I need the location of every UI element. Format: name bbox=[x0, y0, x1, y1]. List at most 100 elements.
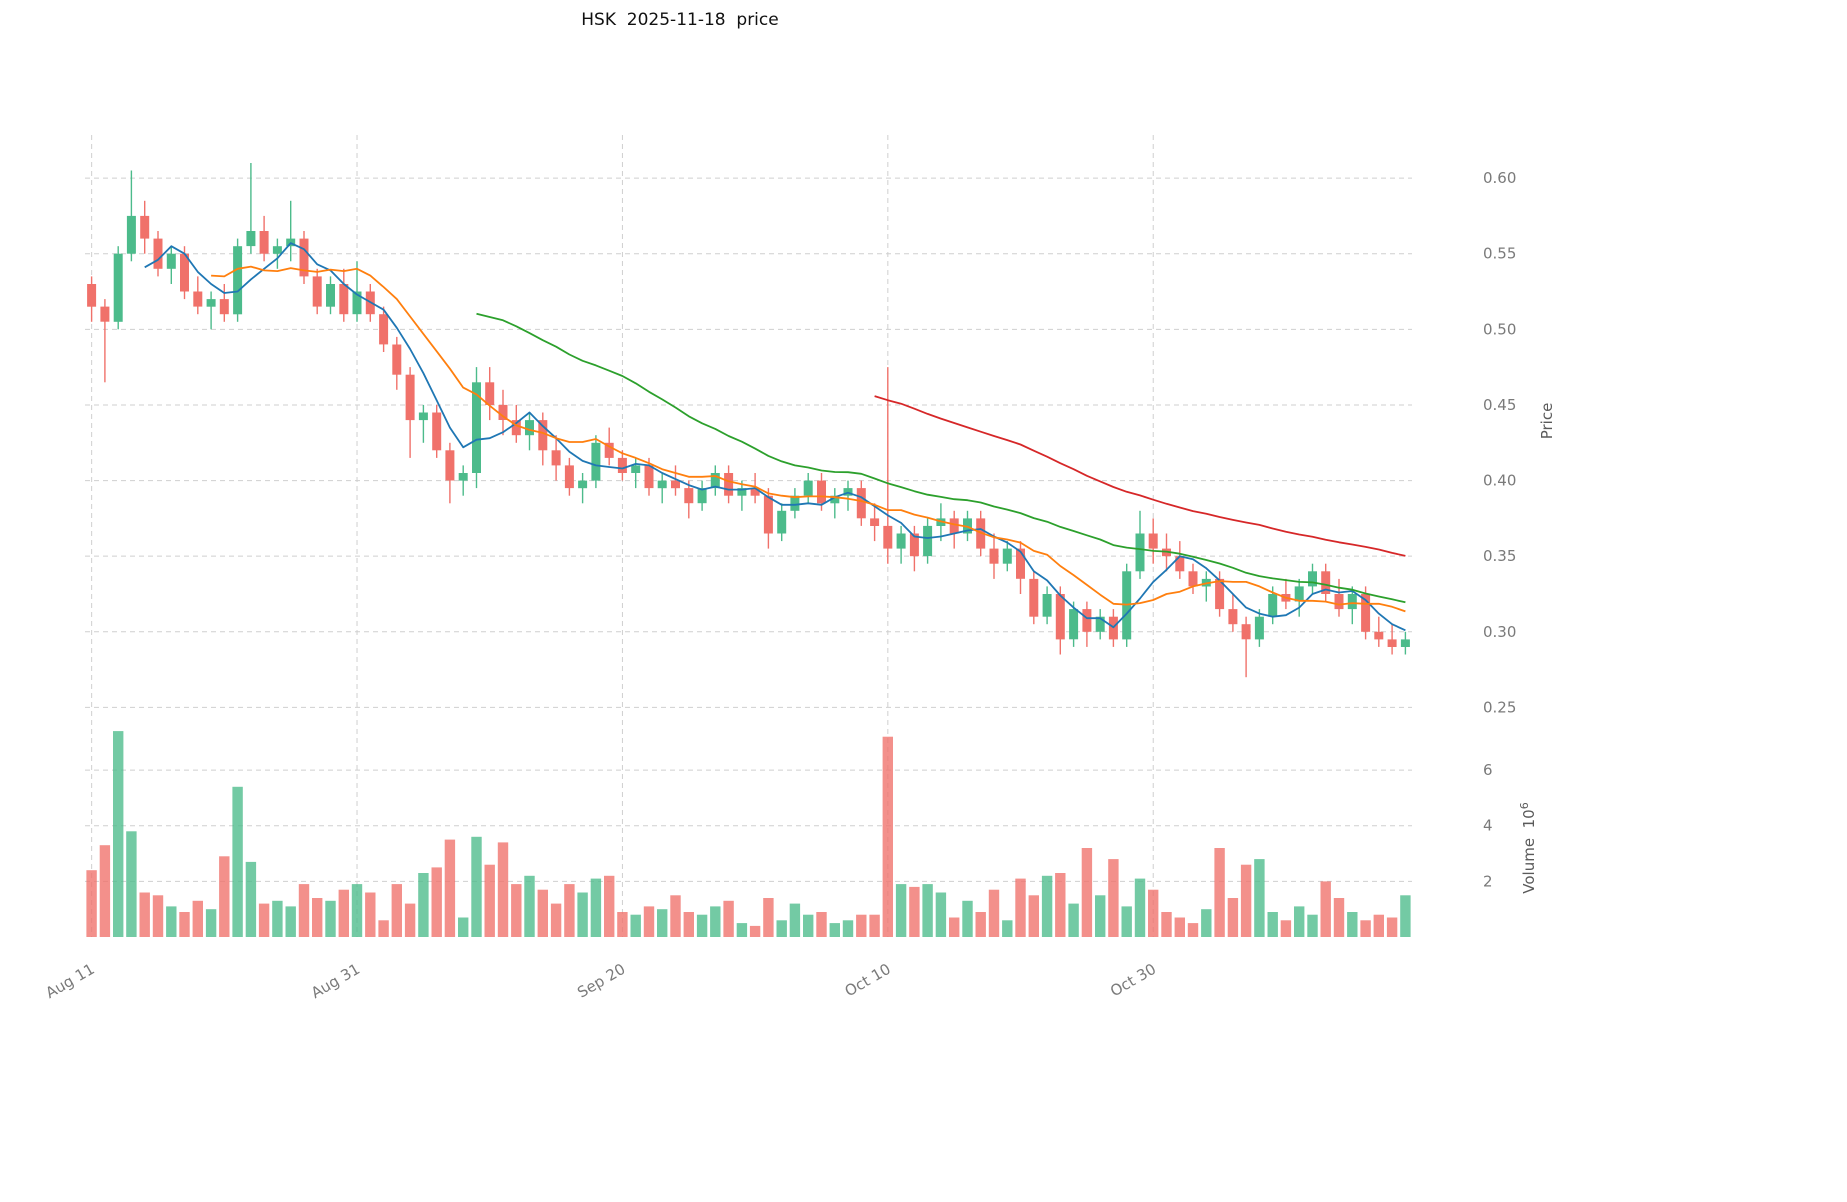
volume-bar bbox=[86, 870, 97, 937]
x-tick-label: Oct 10 bbox=[842, 960, 894, 1000]
volume-bar bbox=[895, 884, 907, 937]
volume-bar bbox=[1360, 920, 1371, 937]
candle-body bbox=[246, 231, 256, 247]
candle-body bbox=[1002, 548, 1012, 564]
candle-body bbox=[631, 465, 641, 473]
volume-bar bbox=[219, 856, 230, 937]
candle-body bbox=[511, 420, 521, 436]
candle-body bbox=[339, 284, 349, 315]
candle-body bbox=[193, 291, 203, 307]
candle-body bbox=[126, 215, 136, 254]
volume-bar bbox=[325, 900, 336, 937]
price-tick-label: 0.60 bbox=[1483, 169, 1516, 187]
candle-body bbox=[790, 495, 800, 511]
candle-body bbox=[604, 442, 614, 458]
volume-tick-label: 2 bbox=[1483, 872, 1493, 890]
volume-bar bbox=[1002, 920, 1013, 937]
candle-body bbox=[737, 488, 747, 496]
ma-line-10 bbox=[211, 265, 1406, 613]
chart-title: HSK 2025-11-18 price bbox=[581, 10, 779, 30]
volume-bar bbox=[166, 906, 177, 937]
volume-bar bbox=[630, 914, 641, 937]
candle-body bbox=[724, 473, 734, 496]
candle-body bbox=[472, 382, 481, 473]
volume-bar bbox=[444, 839, 456, 937]
volume-bar bbox=[1254, 859, 1265, 937]
candles bbox=[87, 163, 1410, 678]
price-tick-label: 0.25 bbox=[1483, 698, 1516, 716]
price-tick-label: 0.50 bbox=[1483, 320, 1516, 338]
volume-bar bbox=[365, 892, 376, 937]
volume-bar bbox=[99, 845, 111, 937]
volume-bar bbox=[1148, 889, 1159, 937]
volume-bar bbox=[484, 864, 495, 937]
candle-body bbox=[1016, 548, 1025, 579]
volume-bar bbox=[1015, 878, 1026, 937]
candle-body bbox=[418, 412, 428, 421]
volume-bar bbox=[285, 906, 296, 937]
candle-body bbox=[1082, 609, 1092, 632]
volume-bar bbox=[1187, 923, 1199, 937]
volume-bar bbox=[1174, 917, 1185, 937]
volume-bar bbox=[657, 909, 668, 937]
volume-bar bbox=[1201, 909, 1212, 937]
candle-body bbox=[1228, 609, 1238, 625]
volume-bar bbox=[1267, 912, 1278, 937]
candle-body bbox=[326, 284, 335, 307]
volume-bar bbox=[922, 884, 933, 937]
candle-body bbox=[219, 299, 229, 315]
candle-body bbox=[166, 253, 176, 269]
ma-line-30 bbox=[476, 312, 1406, 604]
candle-body bbox=[1095, 616, 1105, 632]
candle-body bbox=[671, 480, 680, 489]
volume-bar bbox=[1041, 875, 1053, 937]
volume-bar bbox=[1161, 912, 1172, 937]
volume-bar bbox=[471, 836, 482, 937]
volume-bar bbox=[816, 912, 827, 937]
candle-body bbox=[1361, 594, 1371, 632]
price-axis-label: Price bbox=[1538, 301, 1556, 541]
volume-bar bbox=[431, 867, 442, 937]
candle-body bbox=[803, 480, 813, 496]
volume-bar bbox=[869, 914, 880, 937]
volume-tick-label: 6 bbox=[1483, 761, 1493, 779]
candle-body bbox=[551, 450, 561, 466]
candle-body bbox=[883, 525, 893, 549]
axis-tick-labels: 0.25 0.30 0.35 0.40 0.45 0.50 0.55 0.60 2 4 6 Aug 1… bbox=[43, 169, 1517, 1002]
candle-body bbox=[949, 518, 959, 534]
candle-body bbox=[1135, 533, 1145, 572]
candle-body bbox=[1294, 586, 1304, 602]
volume-bar bbox=[617, 912, 628, 937]
candle-body bbox=[113, 253, 123, 322]
candle-body bbox=[458, 473, 468, 481]
volume-bar bbox=[723, 900, 734, 937]
volume-bar bbox=[909, 886, 920, 937]
volume-bar bbox=[458, 917, 469, 937]
volume-tick-label: 4 bbox=[1483, 817, 1493, 835]
candle-body bbox=[817, 480, 826, 504]
volume-bar bbox=[272, 900, 283, 937]
volume-bar bbox=[577, 892, 588, 937]
candle-body bbox=[657, 480, 667, 489]
volume-bar bbox=[789, 903, 801, 937]
price-axis-label-text: Price bbox=[1538, 402, 1556, 440]
candle-body bbox=[432, 412, 442, 451]
volume-bar bbox=[882, 736, 893, 937]
volume-bar bbox=[1095, 895, 1106, 937]
volume-bar bbox=[351, 884, 363, 937]
volume-bar bbox=[258, 903, 270, 937]
volume-bar bbox=[962, 900, 973, 937]
volume-bar bbox=[378, 920, 389, 937]
volume-bar bbox=[312, 898, 323, 937]
candle-body bbox=[1321, 571, 1331, 594]
candle-body bbox=[1268, 594, 1278, 617]
volume-bar bbox=[1108, 859, 1119, 937]
volume-bar bbox=[1028, 895, 1039, 937]
candle-body bbox=[1254, 616, 1264, 640]
candle-body bbox=[1387, 639, 1397, 647]
volume-bar bbox=[497, 842, 509, 937]
volume-bar bbox=[113, 731, 124, 937]
candle-body bbox=[777, 510, 787, 534]
volume-bar bbox=[179, 912, 190, 937]
